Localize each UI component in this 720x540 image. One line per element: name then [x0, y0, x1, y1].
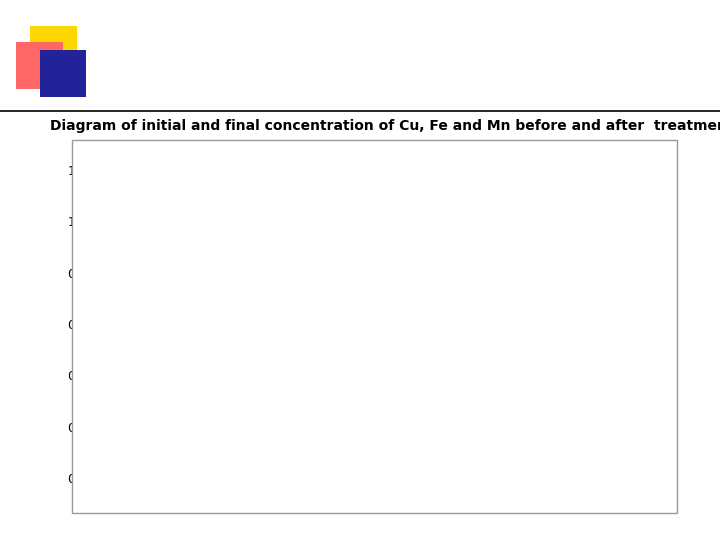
Bar — [492, 256, 531, 283]
Text: Diagram of initial and final concentration of Cu, Fe and Mn before and after  tr: Diagram of initial and final concentrati… — [50, 119, 720, 133]
Bar — [222, 473, 240, 478]
Bar — [370, 440, 387, 478]
Bar — [156, 206, 174, 478]
Bar — [321, 453, 338, 478]
Text: Ce*/mg/dm3: Ce*/mg/dm3 — [544, 309, 615, 319]
Bar — [419, 473, 436, 478]
Text: Co*/mg/dm3: Co*/mg/dm3 — [544, 265, 615, 275]
Bar — [205, 352, 222, 478]
Bar — [353, 206, 370, 478]
Bar — [303, 437, 321, 478]
Bar — [107, 437, 125, 478]
Bar — [174, 453, 191, 478]
Bar — [125, 468, 142, 478]
Bar — [402, 352, 419, 478]
Bar — [492, 301, 531, 327]
